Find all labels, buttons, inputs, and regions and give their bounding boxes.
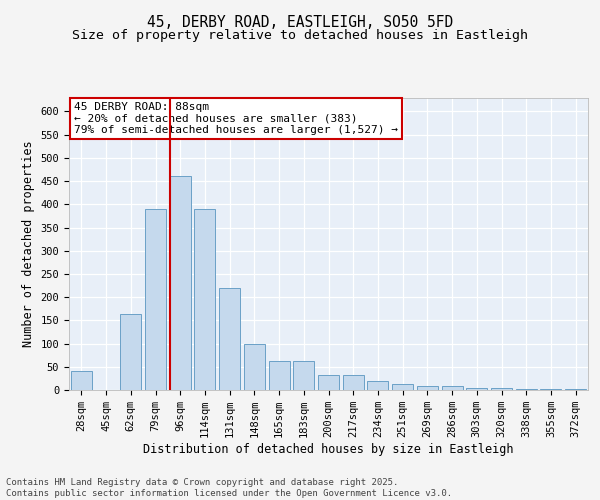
- Bar: [293, 361, 314, 390]
- Text: Contains HM Land Registry data © Crown copyright and database right 2025.
Contai: Contains HM Land Registry data © Crown c…: [6, 478, 452, 498]
- Bar: [417, 386, 438, 390]
- Bar: [343, 375, 364, 390]
- Bar: [541, 388, 562, 390]
- Bar: [318, 375, 339, 390]
- Bar: [219, 288, 240, 390]
- Bar: [71, 372, 92, 390]
- Bar: [170, 176, 191, 390]
- Bar: [516, 388, 537, 390]
- Bar: [269, 361, 290, 390]
- Bar: [244, 344, 265, 390]
- X-axis label: Distribution of detached houses by size in Eastleigh: Distribution of detached houses by size …: [143, 443, 514, 456]
- Bar: [392, 384, 413, 390]
- Bar: [367, 380, 388, 390]
- Bar: [565, 388, 586, 390]
- Text: Size of property relative to detached houses in Eastleigh: Size of property relative to detached ho…: [72, 30, 528, 43]
- Y-axis label: Number of detached properties: Number of detached properties: [22, 140, 35, 347]
- Bar: [194, 209, 215, 390]
- Text: 45, DERBY ROAD, EASTLEIGH, SO50 5FD: 45, DERBY ROAD, EASTLEIGH, SO50 5FD: [147, 15, 453, 30]
- Bar: [442, 386, 463, 390]
- Bar: [120, 314, 141, 390]
- Text: 45 DERBY ROAD: 88sqm
← 20% of detached houses are smaller (383)
79% of semi-deta: 45 DERBY ROAD: 88sqm ← 20% of detached h…: [74, 102, 398, 135]
- Bar: [145, 209, 166, 390]
- Bar: [491, 388, 512, 390]
- Bar: [466, 388, 487, 390]
